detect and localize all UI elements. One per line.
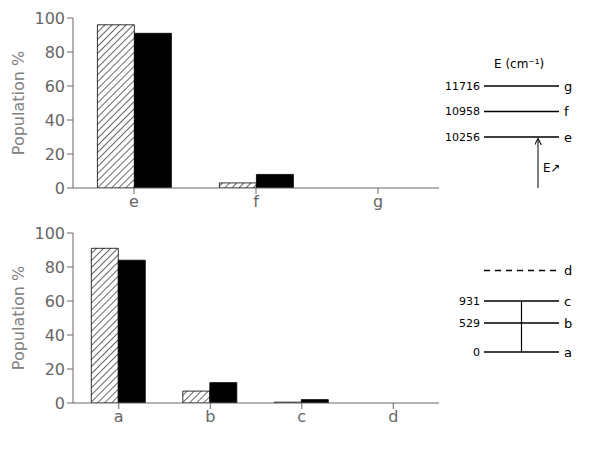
svg-text:e: e	[129, 192, 139, 211]
svg-text:20: 20	[45, 360, 65, 379]
svg-text:g: g	[373, 192, 383, 211]
svg-text:g: g	[564, 79, 572, 94]
svg-text:100: 100	[34, 9, 65, 28]
svg-text:b: b	[205, 407, 215, 426]
svg-text:0: 0	[55, 394, 65, 413]
svg-text:e: e	[564, 130, 572, 145]
svg-text:20: 20	[45, 145, 65, 164]
svg-text:d: d	[564, 263, 572, 278]
svg-text:60: 60	[45, 292, 65, 311]
svg-text:80: 80	[45, 258, 65, 277]
svg-text:a: a	[114, 407, 124, 426]
svg-text:10256: 10256	[445, 131, 480, 144]
svg-text:b: b	[564, 316, 572, 331]
svg-text:100: 100	[34, 224, 65, 243]
svg-text:0: 0	[55, 179, 65, 198]
svg-text:40: 40	[45, 111, 65, 130]
svg-text:40: 40	[45, 326, 65, 345]
svg-text:80: 80	[45, 43, 65, 62]
svg-text:d: d	[388, 407, 398, 426]
svg-text:11716: 11716	[445, 80, 480, 93]
svg-text:E (cm⁻¹): E (cm⁻¹)	[494, 57, 544, 71]
svg-text:f: f	[564, 104, 569, 119]
svg-text:529: 529	[459, 317, 480, 330]
svg-text:a: a	[564, 345, 572, 360]
svg-text:Population %: Population %	[9, 51, 28, 155]
svg-text:931: 931	[459, 295, 480, 308]
svg-text:f: f	[253, 192, 259, 211]
svg-text:Population %: Population %	[9, 266, 28, 370]
svg-text:c: c	[564, 294, 571, 309]
svg-text:E↗: E↗	[543, 161, 561, 175]
svg-text:0: 0	[473, 346, 480, 359]
svg-text:10958: 10958	[445, 105, 480, 118]
svg-text:c: c	[297, 407, 306, 426]
svg-text:60: 60	[45, 77, 65, 96]
